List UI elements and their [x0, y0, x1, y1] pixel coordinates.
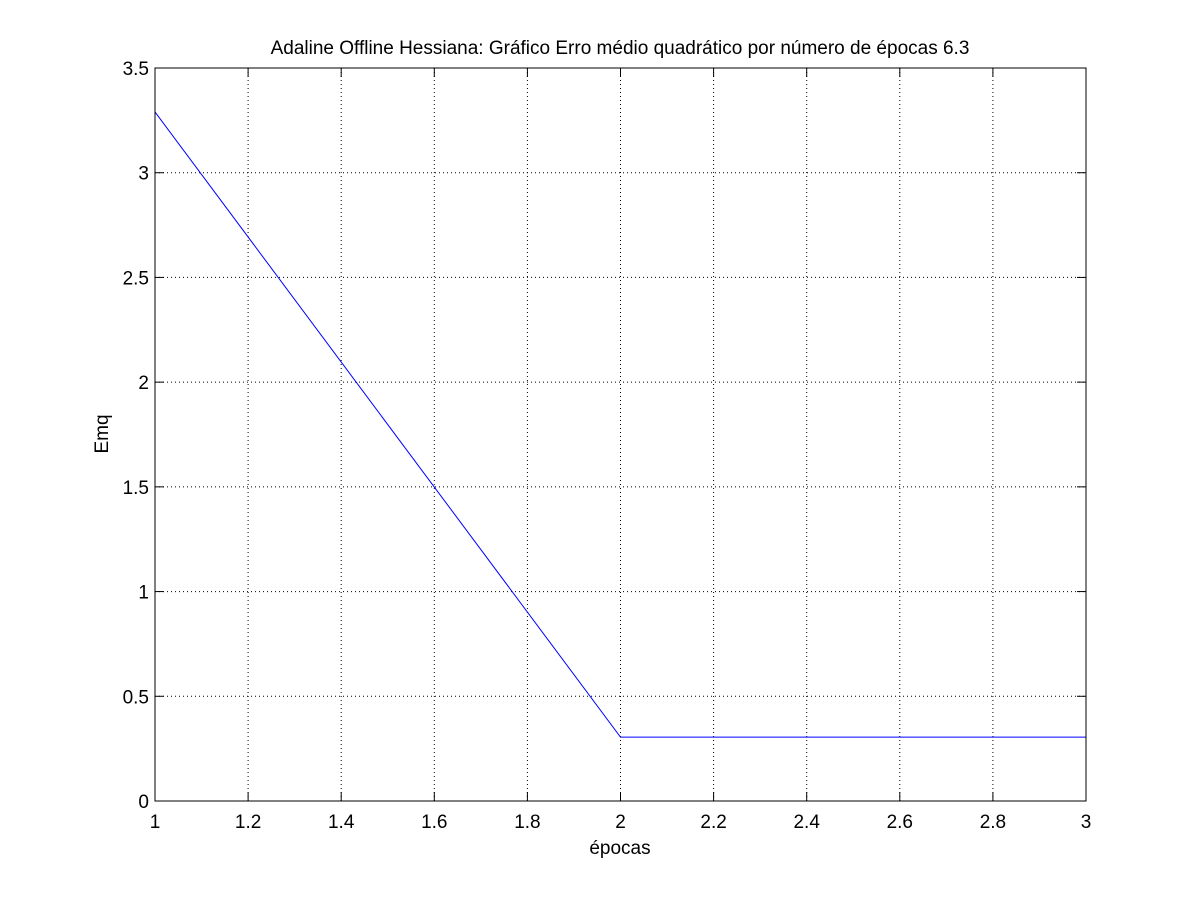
x-tick-label: 2.6	[887, 812, 913, 833]
y-tick-label: 0.5	[123, 687, 149, 708]
x-tick-labels: 1 1.2 1.4 1.6 1.8 2 2.2 2.4 2.6 2.8 3	[150, 812, 1092, 833]
x-axis-label: épocas	[589, 838, 650, 859]
x-tick-label: 1.4	[328, 812, 355, 833]
chart-title: Adaline Offline Hessiana: Gráfico Erro m…	[271, 38, 970, 59]
x-tick-label: 2.4	[793, 812, 820, 833]
y-tick-label: 1.5	[123, 478, 149, 499]
x-tick-label: 2	[615, 812, 626, 833]
x-tick-label: 2.8	[980, 812, 1006, 833]
series-layer	[154, 111, 1086, 738]
y-tick-label: 3	[138, 164, 149, 185]
x-tick-label: 1.6	[421, 812, 447, 833]
y-tick-label: 2	[138, 373, 149, 394]
x-tick-label: 1.2	[235, 812, 261, 833]
x-tick-label: 1	[150, 812, 161, 833]
plot-area	[155, 68, 1086, 801]
y-tick-label: 3.5	[123, 59, 149, 80]
series-line-0	[154, 111, 1086, 738]
y-tick-label: 0	[138, 792, 149, 813]
x-tick-label: 3	[1081, 812, 1092, 833]
ticks	[154, 67, 1087, 802]
y-tick-label: 2.5	[123, 268, 149, 289]
y-axis-label: Emq	[92, 414, 113, 453]
y-tick-labels: 0 0.5 1 1.5 2 2.5 3 3.5	[123, 59, 149, 813]
x-tick-label: 1.8	[514, 812, 540, 833]
y-tick-label: 1	[138, 583, 149, 604]
x-tick-label: 2.2	[700, 812, 726, 833]
